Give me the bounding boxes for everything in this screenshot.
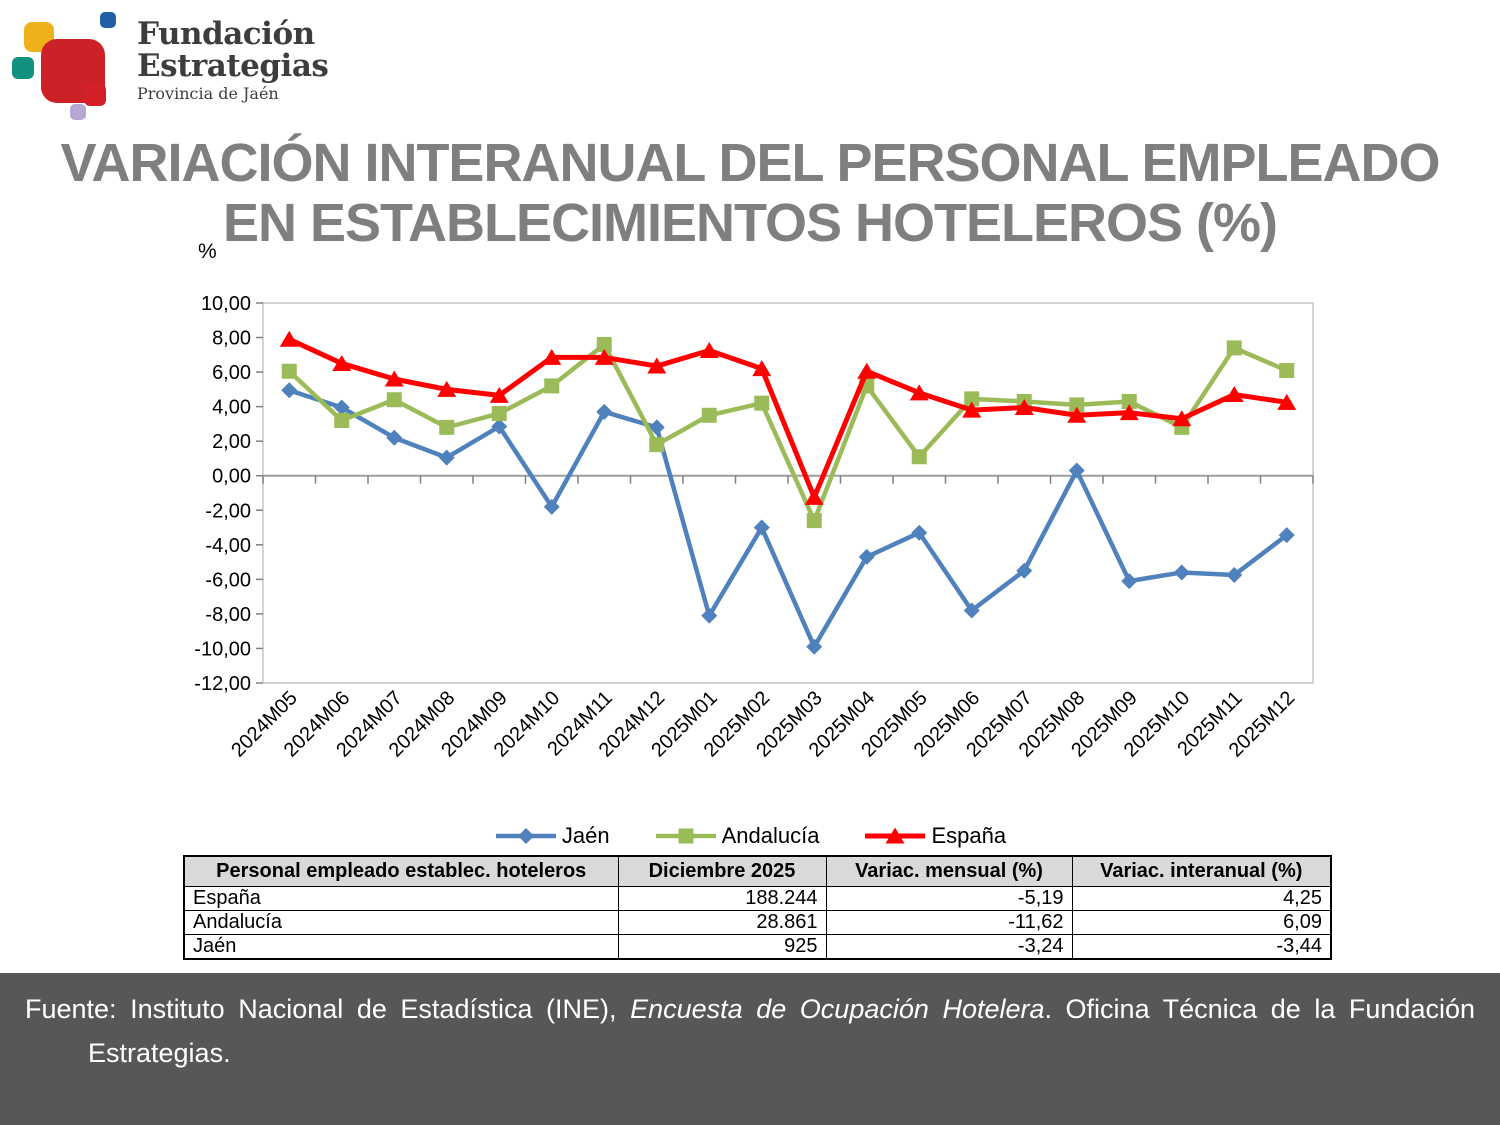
svg-text:-6,00: -6,00 xyxy=(205,569,251,591)
svg-text:2,00: 2,00 xyxy=(212,431,251,453)
table-cell: 188.244 xyxy=(617,886,827,911)
legend-item-andalucia: Andalucía xyxy=(654,823,820,849)
logo-square-blue xyxy=(100,12,116,28)
chart-legend: Jaén Andalucía España xyxy=(0,820,1500,852)
table-cell: 4,25 xyxy=(1071,886,1332,911)
legend-item-espana: España xyxy=(863,823,1006,849)
footer-source-prefix: Fuente: Instituto Nacional de Estadístic… xyxy=(25,994,631,1024)
svg-text:-12,00: -12,00 xyxy=(194,673,251,695)
svg-text:0,00: 0,00 xyxy=(212,466,251,488)
svg-text:-10,00: -10,00 xyxy=(194,638,251,660)
table-row: Andalucía 28.861 -11,62 6,09 xyxy=(183,910,1332,935)
table-row-label: Jaén xyxy=(183,934,619,960)
page-title-line1: VARIACIÓN INTERANUAL DEL PERSONAL EMPLEA… xyxy=(60,133,1440,193)
table-row-label: España xyxy=(183,886,619,911)
svg-text:-8,00: -8,00 xyxy=(205,604,251,626)
table-cell: -11,62 xyxy=(825,910,1073,935)
legend-marker-triangle xyxy=(865,827,926,844)
y-axis-unit-label: % xyxy=(198,240,217,263)
svg-text:-2,00: -2,00 xyxy=(205,500,251,522)
source-footer: Fuente: Instituto Nacional de Estadístic… xyxy=(0,973,1500,1125)
page-title-line2: EN ESTABLECIMIENTOS HOTELEROS (%) xyxy=(222,193,1278,253)
table-cell: 925 xyxy=(617,934,827,960)
footer-source-suffix: . Oficina Técnica de la Fundación xyxy=(1044,994,1476,1024)
table-cell: 6,09 xyxy=(1071,910,1332,935)
svg-text:-4,00: -4,00 xyxy=(205,535,251,557)
legend-marker-diamond xyxy=(495,828,556,844)
table-header: Variac. interanual (%) xyxy=(1071,855,1332,887)
legend-label: Andalucía xyxy=(721,823,820,848)
footer-line2: Estrategias. xyxy=(88,1038,231,1068)
logo-text-line2: Estrategias xyxy=(137,48,329,84)
table-cell: 28.861 xyxy=(617,910,827,935)
legend-marker-square xyxy=(655,828,716,844)
summary-table: Personal empleado establec. hoteleros Dic… xyxy=(183,855,1332,960)
svg-text:10,00: 10,00 xyxy=(201,293,251,315)
table-cell: -5,19 xyxy=(825,886,1073,911)
footer-line1: Fuente: Instituto Nacional de Estadístic… xyxy=(25,987,1475,1031)
logo-square-lavender xyxy=(70,104,86,120)
table-header: Variac. mensual (%) xyxy=(825,855,1073,887)
table-cell: -3,44 xyxy=(1071,934,1332,960)
svg-text:8,00: 8,00 xyxy=(212,328,251,350)
legend-label: España xyxy=(931,823,1007,848)
svg-text:4,00: 4,00 xyxy=(212,397,251,419)
fundacion-estrategias-logo: Fundación Estrategias Provincia de Jaén xyxy=(0,0,420,130)
page-title: VARIACIÓN INTERANUAL DEL PERSONAL EMPLEA… xyxy=(40,133,1460,253)
logo-square-red-small xyxy=(84,84,106,106)
footer-source-publication: Encuesta de Ocupación Hotelera xyxy=(630,994,1045,1024)
table-row-label: Andalucía xyxy=(183,910,619,935)
logo-square-teal xyxy=(12,57,34,79)
table-row: Jaén 925 -3,24 -3,44 xyxy=(183,934,1332,960)
logo-subtitle: Provincia de Jaén xyxy=(137,84,279,103)
table-header: Diciembre 2025 xyxy=(617,855,827,887)
table-header: Personal empleado establec. hoteleros xyxy=(183,855,619,887)
legend-label: Jaén xyxy=(561,823,610,848)
table-cell: -3,24 xyxy=(825,934,1073,960)
legend-item-jaen: Jaén xyxy=(494,823,610,849)
logo-text-line1: Fundación xyxy=(137,16,315,52)
svg-text:6,00: 6,00 xyxy=(212,362,251,384)
table-row: España 188.244 -5,19 4,25 xyxy=(183,886,1332,911)
